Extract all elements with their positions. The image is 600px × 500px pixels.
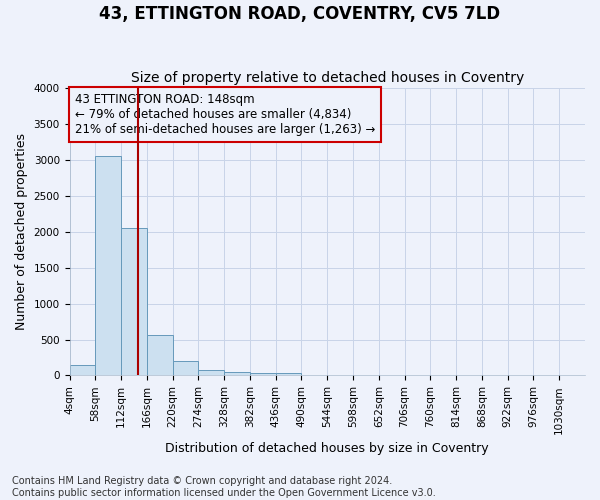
Bar <box>173 360 199 376</box>
Bar <box>224 372 250 376</box>
Bar <box>250 374 276 376</box>
Bar <box>121 228 147 376</box>
Y-axis label: Number of detached properties: Number of detached properties <box>15 134 28 330</box>
Title: Size of property relative to detached houses in Coventry: Size of property relative to detached ho… <box>131 70 524 85</box>
Text: Contains HM Land Registry data © Crown copyright and database right 2024.
Contai: Contains HM Land Registry data © Crown c… <box>12 476 436 498</box>
Bar <box>147 334 173 376</box>
Text: 43, ETTINGTON ROAD, COVENTRY, CV5 7LD: 43, ETTINGTON ROAD, COVENTRY, CV5 7LD <box>100 5 500 23</box>
Text: 43 ETTINGTON ROAD: 148sqm
← 79% of detached houses are smaller (4,834)
21% of se: 43 ETTINGTON ROAD: 148sqm ← 79% of detac… <box>74 92 375 136</box>
Bar <box>199 370 224 376</box>
Bar <box>70 364 95 376</box>
Bar <box>276 374 301 376</box>
Bar <box>95 156 121 376</box>
X-axis label: Distribution of detached houses by size in Coventry: Distribution of detached houses by size … <box>166 442 489 455</box>
